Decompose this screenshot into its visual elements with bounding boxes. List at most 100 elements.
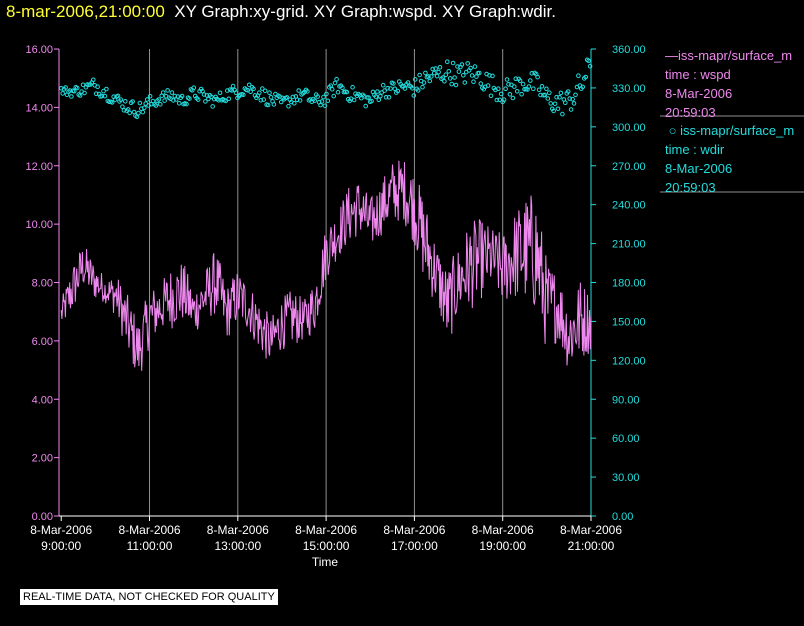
y-right-tick-label: 210.00	[612, 239, 646, 251]
wdir-point	[580, 84, 586, 90]
x-tick-time: 9:00:00	[41, 539, 81, 553]
wdir-point	[127, 110, 132, 116]
wdir-point	[469, 73, 475, 78]
wdir-point	[440, 75, 446, 80]
y-right-tick-label: 360.00	[612, 44, 646, 56]
wdir-point	[531, 86, 536, 91]
wdir-point	[318, 102, 323, 108]
wdir-point	[545, 96, 551, 101]
wdir-point	[427, 78, 433, 84]
legend-wdir-swatch: ○	[665, 123, 681, 138]
wdir-point	[452, 75, 457, 80]
header-timestamp: 8-mar-2006,21:00:00	[6, 2, 165, 21]
x-tick-date: 8-Mar-2006	[207, 523, 269, 537]
y-right-tick-label: 300.00	[612, 122, 646, 134]
wdir-point	[529, 71, 535, 76]
wdir-point	[258, 98, 264, 103]
wdir-point	[551, 108, 556, 114]
x-tick-date: 8-Mar-2006	[295, 523, 357, 537]
wdir-point	[520, 81, 526, 87]
wdir-point	[459, 62, 465, 67]
wdir-point	[429, 74, 434, 79]
y-right-tick-label: 90.00	[612, 394, 640, 406]
wdir-point	[471, 79, 476, 84]
y-right-tick-label: 150.00	[612, 316, 646, 328]
wdir-point	[137, 100, 143, 106]
x-tick-time: 21:00:00	[568, 539, 615, 553]
wdir-point	[331, 93, 337, 99]
y-left-tick-label: 6.00	[32, 336, 53, 348]
wdir-point	[67, 88, 73, 93]
wdir-point	[102, 93, 108, 99]
wdir-point	[262, 88, 268, 94]
wdir-point	[392, 86, 398, 92]
wdir-point	[415, 88, 421, 93]
wdir-point	[260, 86, 265, 91]
wdir-point	[478, 81, 484, 86]
legend-wspd-time: 20:59:03	[665, 105, 716, 120]
x-axis-label: Time	[312, 555, 339, 569]
wdir-point	[395, 88, 401, 94]
wdir-point	[210, 104, 215, 109]
wdir-point	[162, 98, 167, 103]
wdir-point	[519, 91, 524, 97]
wdir-point	[265, 102, 271, 108]
x-tick-date: 8-Mar-2006	[30, 523, 92, 537]
wdir-point	[373, 94, 379, 99]
wdir-point	[226, 96, 232, 102]
wdir-point	[136, 110, 141, 116]
wdir-point	[286, 103, 291, 109]
wdir-point	[123, 99, 128, 104]
wdir-point	[296, 88, 302, 93]
wdir-point	[99, 93, 105, 99]
wdir-point	[91, 77, 96, 83]
wdir-point	[82, 90, 87, 96]
wdir-point	[130, 99, 135, 104]
legend-wspd-name: iss-mapr/surface_m	[678, 48, 793, 63]
wdir-point	[450, 60, 456, 66]
wdir-point	[462, 80, 468, 85]
wdir-point	[490, 73, 495, 79]
wdir-point	[325, 98, 331, 104]
wdir-point	[504, 77, 510, 82]
wdir-point	[442, 79, 447, 84]
x-tick-date: 8-Mar-2006	[118, 523, 180, 537]
wdir-point	[204, 93, 210, 98]
y-right-tick-label: 0.00	[612, 511, 633, 523]
wdir-point	[63, 85, 68, 90]
x-tick-date: 8-Mar-2006	[472, 523, 534, 537]
wdir-point	[351, 97, 357, 103]
wdir-point	[570, 96, 575, 102]
wdir-point	[544, 86, 549, 92]
wdir-point	[503, 86, 508, 91]
wdir-point	[496, 86, 501, 91]
y-left-tick-label: 10.00	[25, 219, 53, 231]
wdir-point	[109, 100, 115, 105]
wdir-point	[324, 91, 329, 97]
wdir-point	[121, 108, 127, 113]
wdir-point	[290, 94, 296, 100]
wdir-point	[268, 95, 274, 100]
chart-header: 8-mar-2006,21:00:00 XY Graph:xy-grid. XY…	[6, 2, 556, 22]
wdir-point	[344, 89, 350, 95]
wdir-point	[319, 99, 325, 104]
wdir-point	[388, 86, 393, 91]
wdir-point	[191, 85, 197, 90]
quality-note: REAL-TIME DATA, NOT CHECKED FOR QUALITY	[20, 589, 278, 605]
y-left-tick-label: 14.00	[25, 102, 53, 114]
legend-wdir-date: 8-Mar-2006	[665, 161, 733, 176]
wdir-point	[60, 91, 66, 96]
y-right-tick-label: 240.00	[612, 200, 646, 212]
wdir-point	[187, 96, 192, 101]
wdir-point	[294, 97, 300, 102]
wdir-point	[261, 97, 267, 102]
wdir-point	[437, 65, 443, 70]
wdir-point	[246, 82, 252, 88]
wdir-point	[402, 86, 408, 91]
wdir-point	[557, 95, 562, 100]
wdir-point	[453, 82, 459, 88]
wdir-point	[417, 72, 422, 78]
wdir-point	[446, 69, 452, 74]
wdir-point	[380, 82, 386, 88]
wdir-point	[488, 93, 494, 99]
